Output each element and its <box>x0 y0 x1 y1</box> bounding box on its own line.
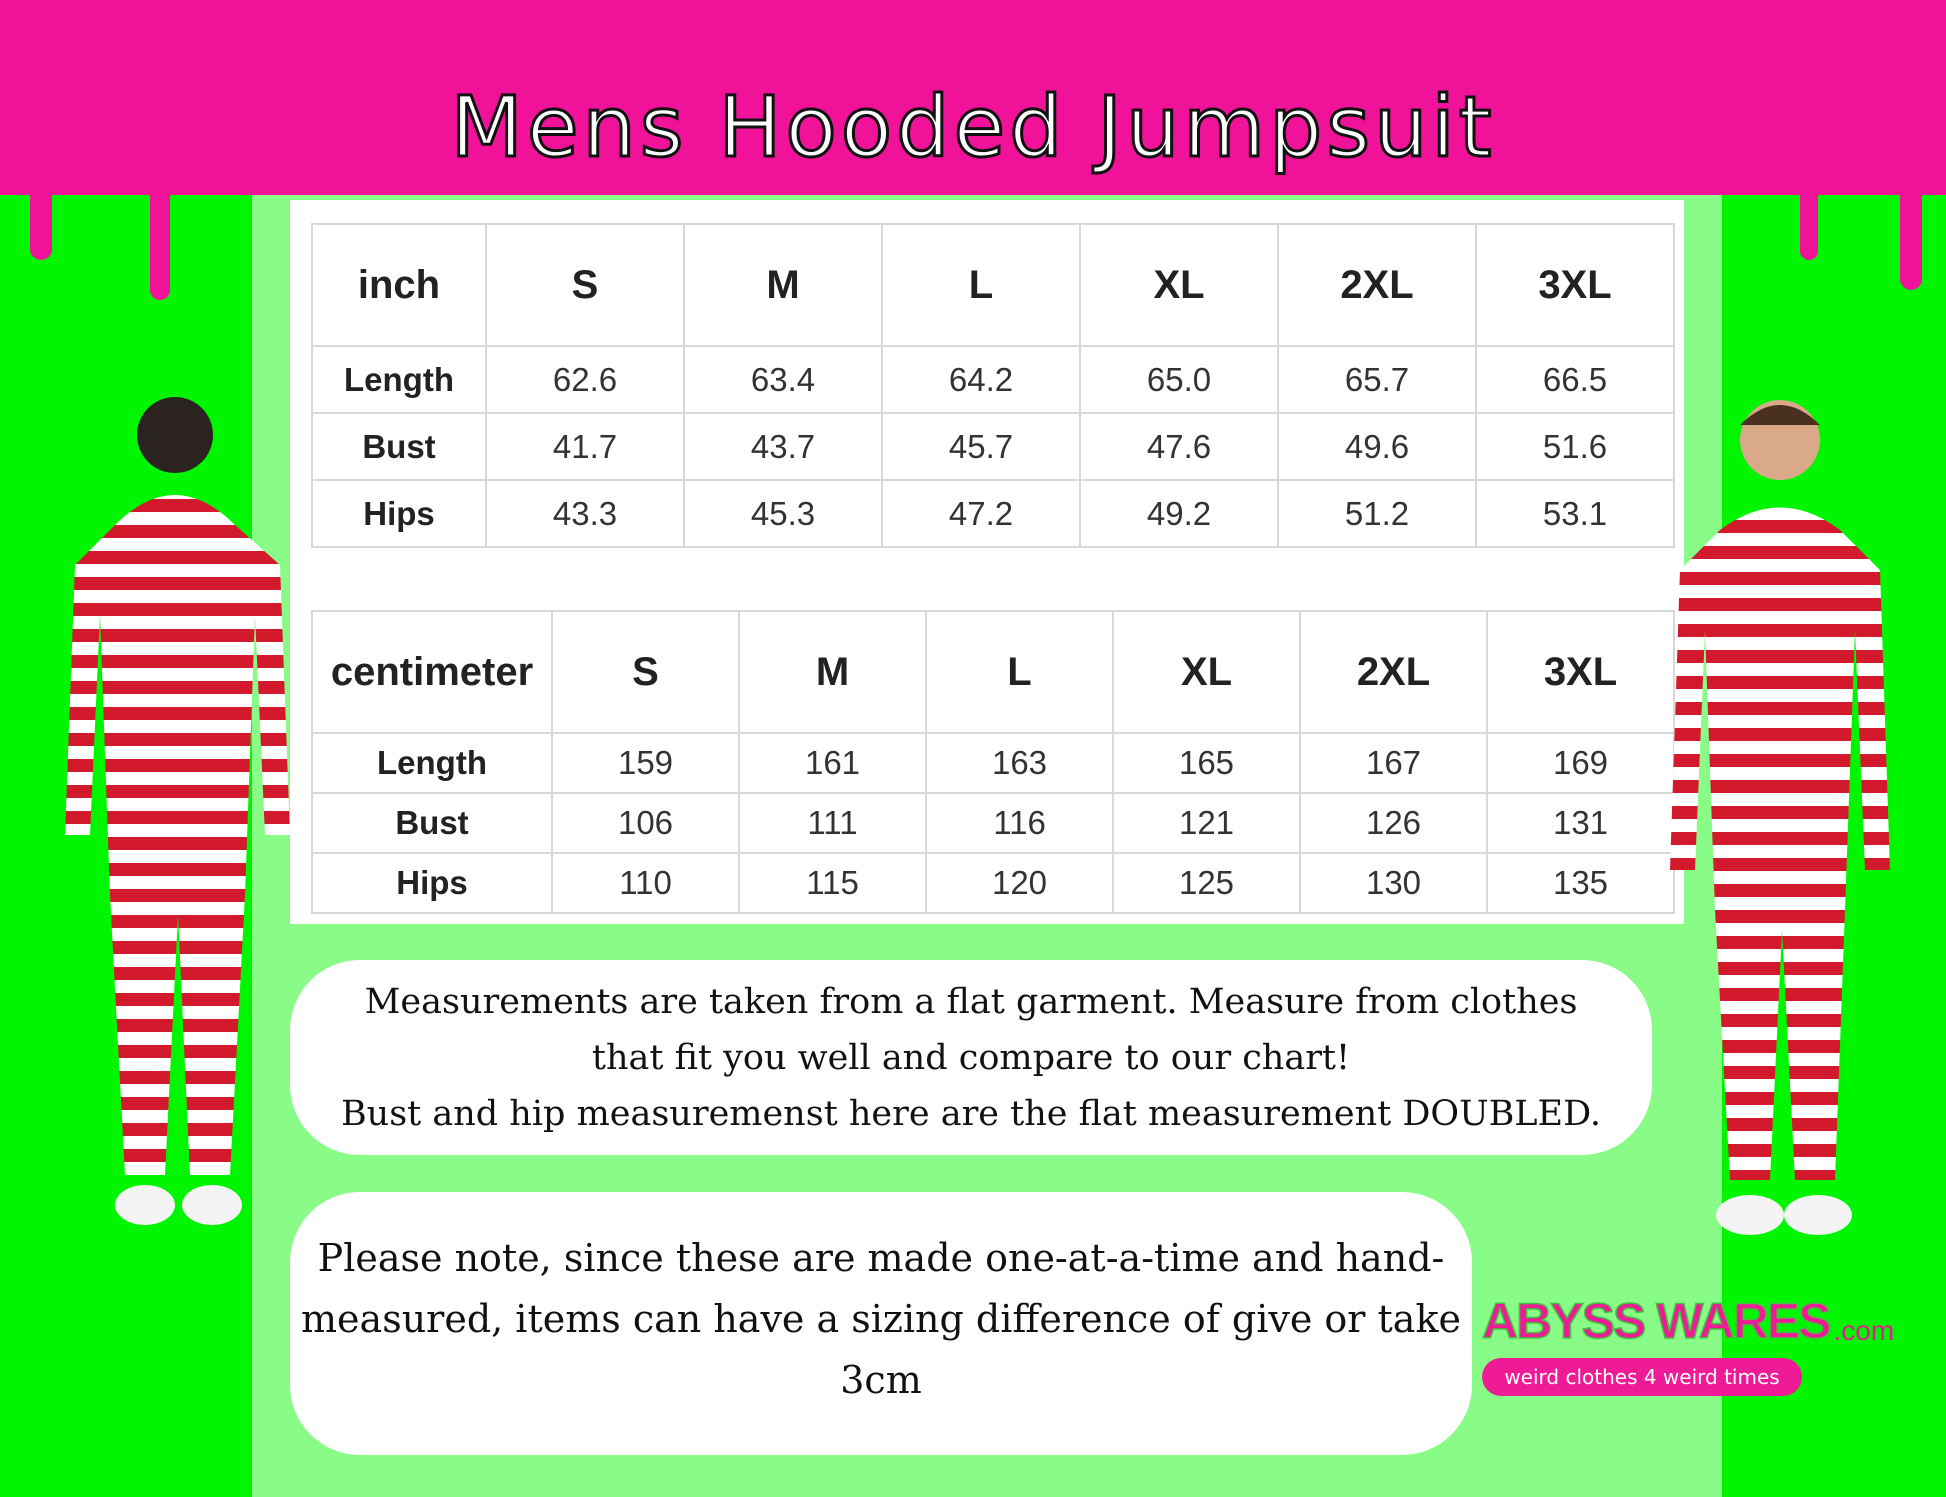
table-cell: 49.2 <box>1079 479 1279 548</box>
table-cell: 126 <box>1299 792 1488 854</box>
note-text: Please note, since these are made one-at… <box>301 1236 1461 1402</box>
page-title: Mens Hooded Jumpsuit <box>449 77 1496 178</box>
table-cell: 62.6 <box>485 345 685 414</box>
table-cell: 161 <box>738 732 927 794</box>
table-cell: 43.7 <box>683 412 883 481</box>
table-row: Hips 110 115 120 125 130 135 <box>311 852 1675 914</box>
header-cell: 2XL <box>1299 610 1488 734</box>
table-cell: 66.5 <box>1475 345 1675 414</box>
header-cell: S <box>551 610 740 734</box>
logo-name: ABYSS WARES <box>1481 1293 1832 1349</box>
model-back-image <box>65 397 290 1225</box>
header-cell: XL <box>1112 610 1301 734</box>
table-cell: 47.6 <box>1079 412 1279 481</box>
row-label: Bust <box>311 412 487 481</box>
measurement-note: Measurements are taken from a flat garme… <box>290 960 1652 1155</box>
table-cell: 110 <box>551 852 740 914</box>
table-row: Length 159 161 163 165 167 169 <box>311 732 1675 794</box>
table-cell: 49.6 <box>1277 412 1477 481</box>
table-header-row: centimeter S M L XL 2XL 3XL <box>311 610 1675 734</box>
table-cell: 45.7 <box>881 412 1081 481</box>
header-cell: centimeter <box>311 610 553 734</box>
table-header-row: inch S M L XL 2XL 3XL <box>311 223 1675 347</box>
table-cell: 41.7 <box>485 412 685 481</box>
table-row: Bust 41.7 43.7 45.7 47.6 49.6 51.6 <box>311 412 1675 481</box>
table-cell: 45.3 <box>683 479 883 548</box>
header-cell: 3XL <box>1475 223 1675 347</box>
table-cell: 165 <box>1112 732 1301 794</box>
logo-tagline: weird clothes 4 weird times <box>1482 1358 1802 1396</box>
brand-logo: ABYSS WARES .com weird clothes 4 weird t… <box>1481 1292 1932 1407</box>
note-line: Bust and hip measuremenst here are the f… <box>340 1094 1602 1134</box>
table-cell: 169 <box>1486 732 1675 794</box>
table-cell: 111 <box>738 792 927 854</box>
table-cell: 115 <box>738 852 927 914</box>
table-cell: 163 <box>925 732 1114 794</box>
header-cell: XL <box>1079 223 1279 347</box>
table-cell: 125 <box>1112 852 1301 914</box>
model-front-image <box>1670 400 1890 1235</box>
table-cell: 131 <box>1486 792 1675 854</box>
table-cell: 130 <box>1299 852 1488 914</box>
note-line: Measurements are taken from a flat garme… <box>364 982 1578 1022</box>
header-cell: inch <box>311 223 487 347</box>
table-cell: 47.2 <box>881 479 1081 548</box>
table-row: Length 62.6 63.4 64.2 65.0 65.7 66.5 <box>311 345 1675 414</box>
drip <box>150 180 170 300</box>
header-cell: M <box>683 223 883 347</box>
table-cell: 106 <box>551 792 740 854</box>
table-cell: 121 <box>1112 792 1301 854</box>
table-cell: 135 <box>1486 852 1675 914</box>
cm-size-table: centimeter S M L XL 2XL 3XL Length 159 161 163 165 1… <box>311 610 1675 914</box>
sizing-note: Please note, since these are made one-at… <box>290 1192 1472 1455</box>
header-cell: L <box>881 223 1081 347</box>
table-cell: 65.0 <box>1079 345 1279 414</box>
table-row: Hips 43.3 45.3 47.2 49.2 51.2 53.1 <box>311 479 1675 548</box>
table-cell: 53.1 <box>1475 479 1675 548</box>
table-cell: 120 <box>925 852 1114 914</box>
drip <box>1800 180 1818 260</box>
row-label: Hips <box>311 479 487 548</box>
drip <box>1900 180 1922 290</box>
logo-domain: .com <box>1833 1315 1895 1346</box>
row-label: Hips <box>311 852 553 914</box>
logo-wordmark: ABYSS WARES .com <box>1481 1292 1932 1349</box>
table-cell: 167 <box>1299 732 1488 794</box>
header-cell: 2XL <box>1277 223 1477 347</box>
header-cell: S <box>485 223 685 347</box>
table-cell: 43.3 <box>485 479 685 548</box>
drip <box>30 180 52 260</box>
table-cell: 63.4 <box>683 345 883 414</box>
table-cell: 116 <box>925 792 1114 854</box>
header-cell: M <box>738 610 927 734</box>
row-label: Length <box>311 732 553 794</box>
header-banner <box>0 0 1946 195</box>
table-cell: 64.2 <box>881 345 1081 414</box>
note-line: that fit you well and compare to our cha… <box>591 1038 1351 1078</box>
table-cell: 65.7 <box>1277 345 1477 414</box>
table-cell: 51.6 <box>1475 412 1675 481</box>
header-cell: 3XL <box>1486 610 1675 734</box>
header-cell: L <box>925 610 1114 734</box>
table-row: Bust 106 111 116 121 126 131 <box>311 792 1675 854</box>
row-label: Length <box>311 345 487 414</box>
row-label: Bust <box>311 792 553 854</box>
table-cell: 51.2 <box>1277 479 1477 548</box>
inch-size-table: inch S M L XL 2XL 3XL Length 62.6 63.4 64.2 65.0 65.… <box>311 223 1675 548</box>
table-cell: 159 <box>551 732 740 794</box>
